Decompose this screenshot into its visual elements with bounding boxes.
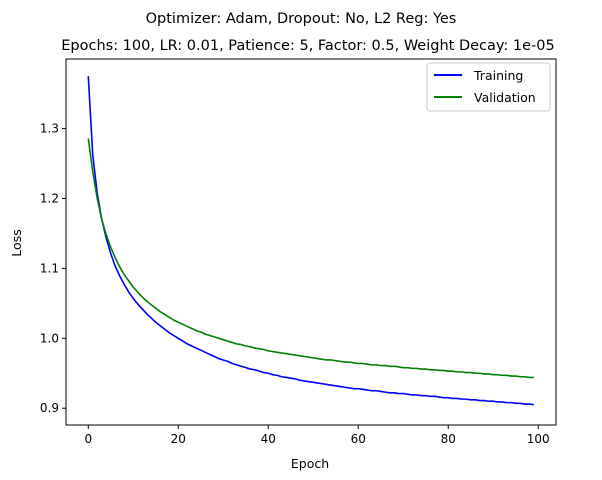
plot-area: 0 20 40 60 80 100 0.9 1.0 1.1 1.2 1.3 (40, 58, 557, 446)
y-axis-label: Loss (9, 229, 24, 256)
x-axis: 0 20 40 60 80 100 (84, 425, 550, 446)
x-tick-label: 20 (171, 432, 186, 446)
y-tick-label: 1.1 (40, 261, 59, 275)
x-axis-label: Epoch (291, 456, 329, 471)
x-tick-label: 100 (527, 432, 550, 446)
series-line-validation (87, 138, 534, 379)
x-tick-label: 40 (261, 432, 276, 446)
chart-suptitle: Optimizer: Adam, Dropout: No, L2 Reg: Ye… (146, 11, 457, 27)
axes-frame (65, 58, 557, 426)
legend-label-validation: Validation (474, 90, 536, 105)
legend-label-training: Training (473, 68, 523, 83)
y-tick-label: 1.2 (40, 191, 59, 205)
x-tick-label: 80 (441, 432, 456, 446)
series-line-training (87, 76, 534, 406)
chart-title: Epochs: 100, LR: 0.01, Patience: 5, Fact… (61, 38, 555, 54)
x-tick-label: 60 (351, 432, 366, 446)
series-layer (87, 76, 534, 406)
legend: Training Validation (426, 62, 551, 112)
x-tick-label: 0 (84, 432, 92, 446)
y-tick-label: 0.9 (40, 401, 59, 415)
y-tick-label: 1.3 (40, 122, 59, 136)
y-tick-label: 1.0 (40, 331, 59, 345)
y-axis: 0.9 1.0 1.1 1.2 1.3 (40, 122, 66, 415)
